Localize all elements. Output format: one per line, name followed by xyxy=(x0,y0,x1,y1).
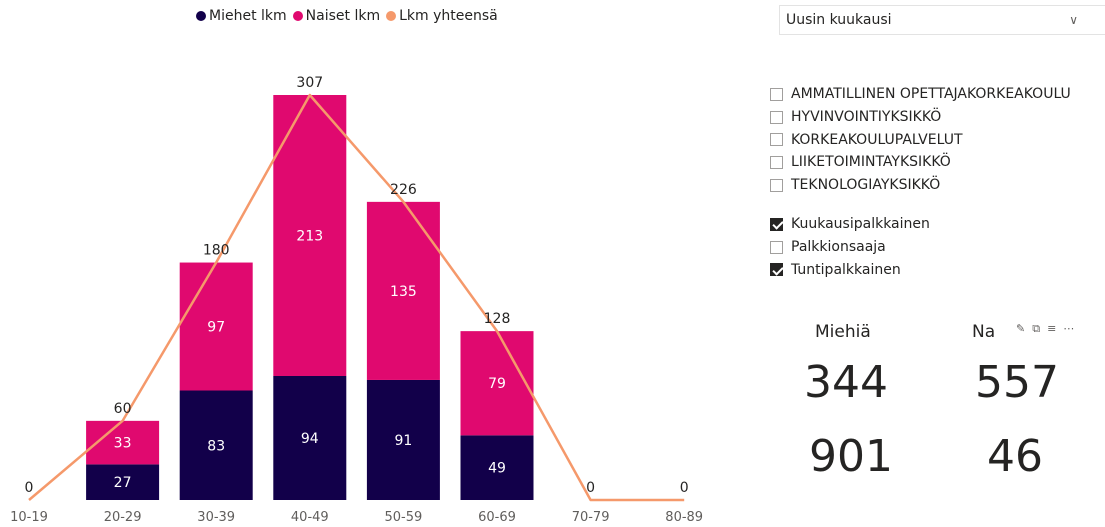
data-label-total: 0 xyxy=(680,480,689,496)
month-dropdown[interactable]: Uusin kuukausi ∨ xyxy=(779,5,1105,35)
legend-label-women: Naiset lkm xyxy=(305,8,381,24)
legend-item-women[interactable]: Naiset lkm xyxy=(292,8,381,24)
unit-option-label: HYVINVOINTIYKSIKKÖ xyxy=(791,109,942,126)
paytype-option-label: Kuukausipalkkainen xyxy=(791,216,930,233)
data-label-men: 83 xyxy=(207,438,225,454)
unit-option[interactable]: TEKNOLOGIAYKSIKKÖ xyxy=(770,174,1071,197)
month-dropdown-value: Uusin kuukausi xyxy=(786,12,892,28)
other-count: 46 xyxy=(987,431,1043,482)
unit-option[interactable]: HYVINVOINTIYKSIKKÖ xyxy=(770,106,1071,129)
legend-dot-women xyxy=(292,11,303,21)
men-card-label: Miehiä xyxy=(815,322,871,342)
checkbox[interactable] xyxy=(770,133,783,147)
chevron-down-icon: ∨ xyxy=(1069,13,1078,27)
data-label-women: 79 xyxy=(488,376,506,392)
checkbox[interactable] xyxy=(770,110,783,124)
unit-slicer: AMMATILLINEN OPETTAJAKORKEAKOULU HYVINVO… xyxy=(770,83,1071,196)
data-label-men: 94 xyxy=(301,431,319,447)
x-tick-label: 10-19 xyxy=(10,510,48,525)
filter-icon[interactable]: ≡ xyxy=(1047,322,1057,335)
x-tick-label: 40-49 xyxy=(291,510,329,525)
data-label-women: 135 xyxy=(390,284,417,300)
bar-women xyxy=(273,95,347,376)
checkbox[interactable] xyxy=(770,87,783,101)
data-label-total: 0 xyxy=(586,480,595,496)
legend-label-total: Lkm yhteensä xyxy=(399,8,498,24)
legend-label-men: Miehet lkm xyxy=(209,8,287,24)
checkbox-checked[interactable] xyxy=(770,217,783,231)
legend-item-men[interactable]: Miehet lkm xyxy=(196,8,287,24)
bar-women xyxy=(460,331,534,436)
men-count: 344 xyxy=(804,357,888,408)
bar-men xyxy=(460,435,534,500)
x-tick-label: 20-29 xyxy=(104,510,142,525)
x-tick-label: 30-39 xyxy=(197,510,235,525)
bar-men xyxy=(179,390,253,500)
data-label-women: 97 xyxy=(207,320,225,336)
legend-item-total[interactable]: Lkm yhteensä xyxy=(386,8,498,24)
legend-dot-men xyxy=(196,11,206,21)
bar-men xyxy=(273,375,347,500)
data-label-total: 128 xyxy=(484,311,511,327)
visual-header-toolbar: ✎ ⧉ ≡ ⋯ xyxy=(1016,322,1074,336)
women-count: 557 xyxy=(975,357,1059,408)
paytype-option-label: Palkkionsaaja xyxy=(791,239,886,256)
paytype-option-label: Tuntipalkkainen xyxy=(791,261,901,278)
unit-option[interactable]: KORKEAKOULUPALVELUT xyxy=(770,128,1071,151)
chart-legend: Miehet lkm Naiset lkm Lkm yhteensä xyxy=(196,8,498,24)
data-label-men: 27 xyxy=(114,475,132,491)
data-label-total: 226 xyxy=(390,182,417,198)
data-label-men: 91 xyxy=(394,433,412,449)
unit-option-label: TEKNOLOGIAYKSIKKÖ xyxy=(791,177,941,194)
age-distribution-chart: 0 10-19 27 33 60 20-29 83 97 180 30-39 94 213 307 40-… xyxy=(10,75,703,525)
data-label-total: 180 xyxy=(203,243,230,259)
checkbox-checked[interactable] xyxy=(770,263,783,277)
data-label-total: 0 xyxy=(25,480,34,496)
unit-option[interactable]: LIIKETOIMINTAYKSIKKÖ xyxy=(770,151,1071,174)
paytype-option[interactable]: Palkkionsaaja xyxy=(770,236,930,259)
total-count: 901 xyxy=(809,431,893,482)
more-options-icon[interactable]: ⋯ xyxy=(1063,322,1075,335)
data-label-men: 49 xyxy=(488,461,506,477)
checkbox[interactable] xyxy=(770,240,783,254)
unit-option[interactable]: AMMATILLINEN OPETTAJAKORKEAKOULU xyxy=(770,83,1071,106)
checkbox[interactable] xyxy=(770,178,783,192)
x-tick-label: 60-69 xyxy=(478,510,516,525)
x-tick-label: 80-89 xyxy=(665,510,703,525)
data-label-women: 33 xyxy=(114,436,132,452)
unit-option-label: LIIKETOIMINTAYKSIKKÖ xyxy=(791,154,951,171)
x-tick-label: 70-79 xyxy=(572,510,610,525)
checkbox[interactable] xyxy=(770,155,783,169)
data-label-total: 307 xyxy=(296,75,323,91)
unit-option-label: KORKEAKOULUPALVELUT xyxy=(791,131,963,148)
copy-icon[interactable]: ⧉ xyxy=(1032,322,1041,335)
paytype-option[interactable]: Tuntipalkkainen xyxy=(770,258,930,281)
x-tick-label: 50-59 xyxy=(385,510,423,525)
bar-men xyxy=(366,379,440,500)
bar-women xyxy=(366,201,440,380)
unit-option-label: AMMATILLINEN OPETTAJAKORKEAKOULU xyxy=(791,86,1071,103)
data-label-women: 213 xyxy=(296,228,323,244)
legend-dot-total xyxy=(386,11,397,21)
paytype-option[interactable]: Kuukausipalkkainen xyxy=(770,213,930,236)
women-card-label: Na xyxy=(972,322,996,342)
data-label-total: 60 xyxy=(114,401,132,417)
line-total xyxy=(28,93,685,502)
bar-men xyxy=(86,464,160,500)
pin-icon[interactable]: ✎ xyxy=(1016,322,1026,335)
paytype-slicer: Kuukausipalkkainen Palkkionsaaja Tuntipa… xyxy=(770,213,930,281)
bar-women xyxy=(179,262,253,391)
